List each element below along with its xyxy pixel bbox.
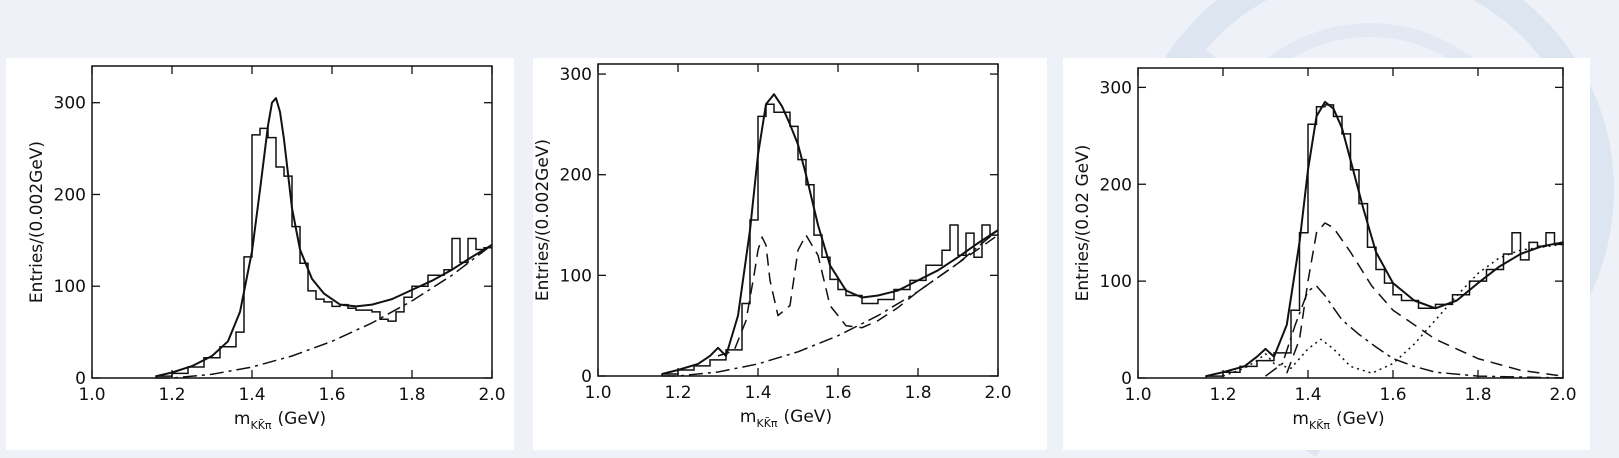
chart-panel-1: 1.0 1.2 1.4 1.6 1.8 2.0 0 100 200 300 Entries/(0.0…: [6, 58, 514, 450]
plot-frame: [91, 65, 493, 379]
y-tick-label: 0: [75, 369, 86, 389]
fit-curve-solid: [661, 93, 999, 375]
x-axis-label-main: m: [1292, 409, 1309, 429]
plot-frame: [597, 63, 999, 377]
x-tick-label: 1.2: [664, 383, 691, 403]
y-axis-label: Entries/(0.002GeV): [533, 139, 553, 301]
fit-curve-solid: [1205, 100, 1564, 378]
x-axis-label-subscript: KK̄π: [250, 419, 271, 432]
fit-curve-dashdot: [662, 229, 999, 377]
y-tick-label: 100: [1100, 272, 1132, 292]
x-axis-label: mKK̄π (GeV): [740, 407, 832, 430]
x-tick-label: 1.4: [1294, 385, 1321, 405]
y-tick-label: 200: [54, 185, 86, 205]
histogram-steps: [661, 103, 998, 376]
x-tick-label: 1.8: [398, 385, 425, 405]
x-tick-label: 1.8: [1464, 385, 1491, 405]
x-axis-label-unit: (GeV): [1336, 409, 1385, 429]
x-axis-label-subscript: KK̄π: [756, 417, 777, 430]
y-tick-label: 200: [1100, 175, 1132, 195]
x-tick-label: 1.0: [78, 385, 105, 405]
y-tick-label: 0: [581, 367, 592, 387]
histogram-steps: [155, 127, 492, 378]
y-tick-label: 300: [560, 65, 592, 85]
fit-curve-dashdot: [1265, 285, 1564, 379]
chart-panel-3: 1.0 1.2 1.4 1.6 1.8 2.0 0 100 200 300 Entries/(0.0…: [1063, 58, 1590, 450]
x-axis-label: mKK̄π (GeV): [234, 409, 326, 432]
x-tick-label: 1.0: [1124, 385, 1151, 405]
x-axis-label: mKK̄π (GeV): [1292, 409, 1384, 432]
y-axis-label: Entries/(0.002GeV): [27, 141, 47, 303]
x-axis-label-unit: (GeV): [784, 407, 833, 427]
x-tick-label: 1.0: [584, 383, 611, 403]
histogram-steps: [1205, 104, 1564, 378]
x-tick-label: 1.6: [318, 385, 345, 405]
x-tick-label: 2.0: [478, 385, 505, 405]
chart-panel-2: 1.0 1.2 1.4 1.6 1.8 2.0 0 100 200 300 Entries/(0.0…: [533, 58, 1047, 450]
x-axis-label-subscript: KK̄π: [1309, 419, 1330, 432]
y-tick-label: 200: [560, 166, 592, 186]
fit-curve-dashdot: [156, 244, 493, 379]
x-axis-label-main: m: [740, 407, 757, 427]
y-tick-label: 100: [560, 266, 592, 286]
x-axis-label-main: m: [234, 409, 251, 429]
x-tick-label: 1.6: [824, 383, 851, 403]
y-tick-label: 300: [1100, 78, 1132, 98]
fit-curve-solid: [155, 97, 493, 378]
y-axis-label: Entries/(0.02 GeV): [1073, 145, 1093, 302]
chart-2: 1.0 1.2 1.4 1.6 1.8 2.0 0 100 200 300 Entries/(0.0…: [533, 63, 1012, 430]
x-tick-label: 1.8: [904, 383, 931, 403]
y-tick-label: 0: [1121, 369, 1132, 389]
x-tick-label: 1.4: [238, 385, 265, 405]
y-tick-label: 100: [54, 277, 86, 297]
x-axis-label-unit: (GeV): [278, 409, 327, 429]
chart-3: 1.0 1.2 1.4 1.6 1.8 2.0 0 100 200 300 Entries/(0.0…: [1073, 67, 1577, 432]
fit-curve-dashed: [1286, 222, 1564, 377]
y-tick-label: 300: [54, 94, 86, 114]
x-tick-label: 1.4: [744, 383, 771, 403]
plot-frame: [1137, 67, 1564, 379]
x-tick-label: 1.6: [1379, 385, 1406, 405]
x-tick-label: 1.2: [158, 385, 185, 405]
chart-1: 1.0 1.2 1.4 1.6 1.8 2.0 0 100 200 300 Entries/(0.0…: [27, 65, 506, 432]
x-tick-label: 2.0: [984, 383, 1011, 403]
x-tick-label: 1.2: [1209, 385, 1236, 405]
x-tick-label: 2.0: [1549, 385, 1576, 405]
